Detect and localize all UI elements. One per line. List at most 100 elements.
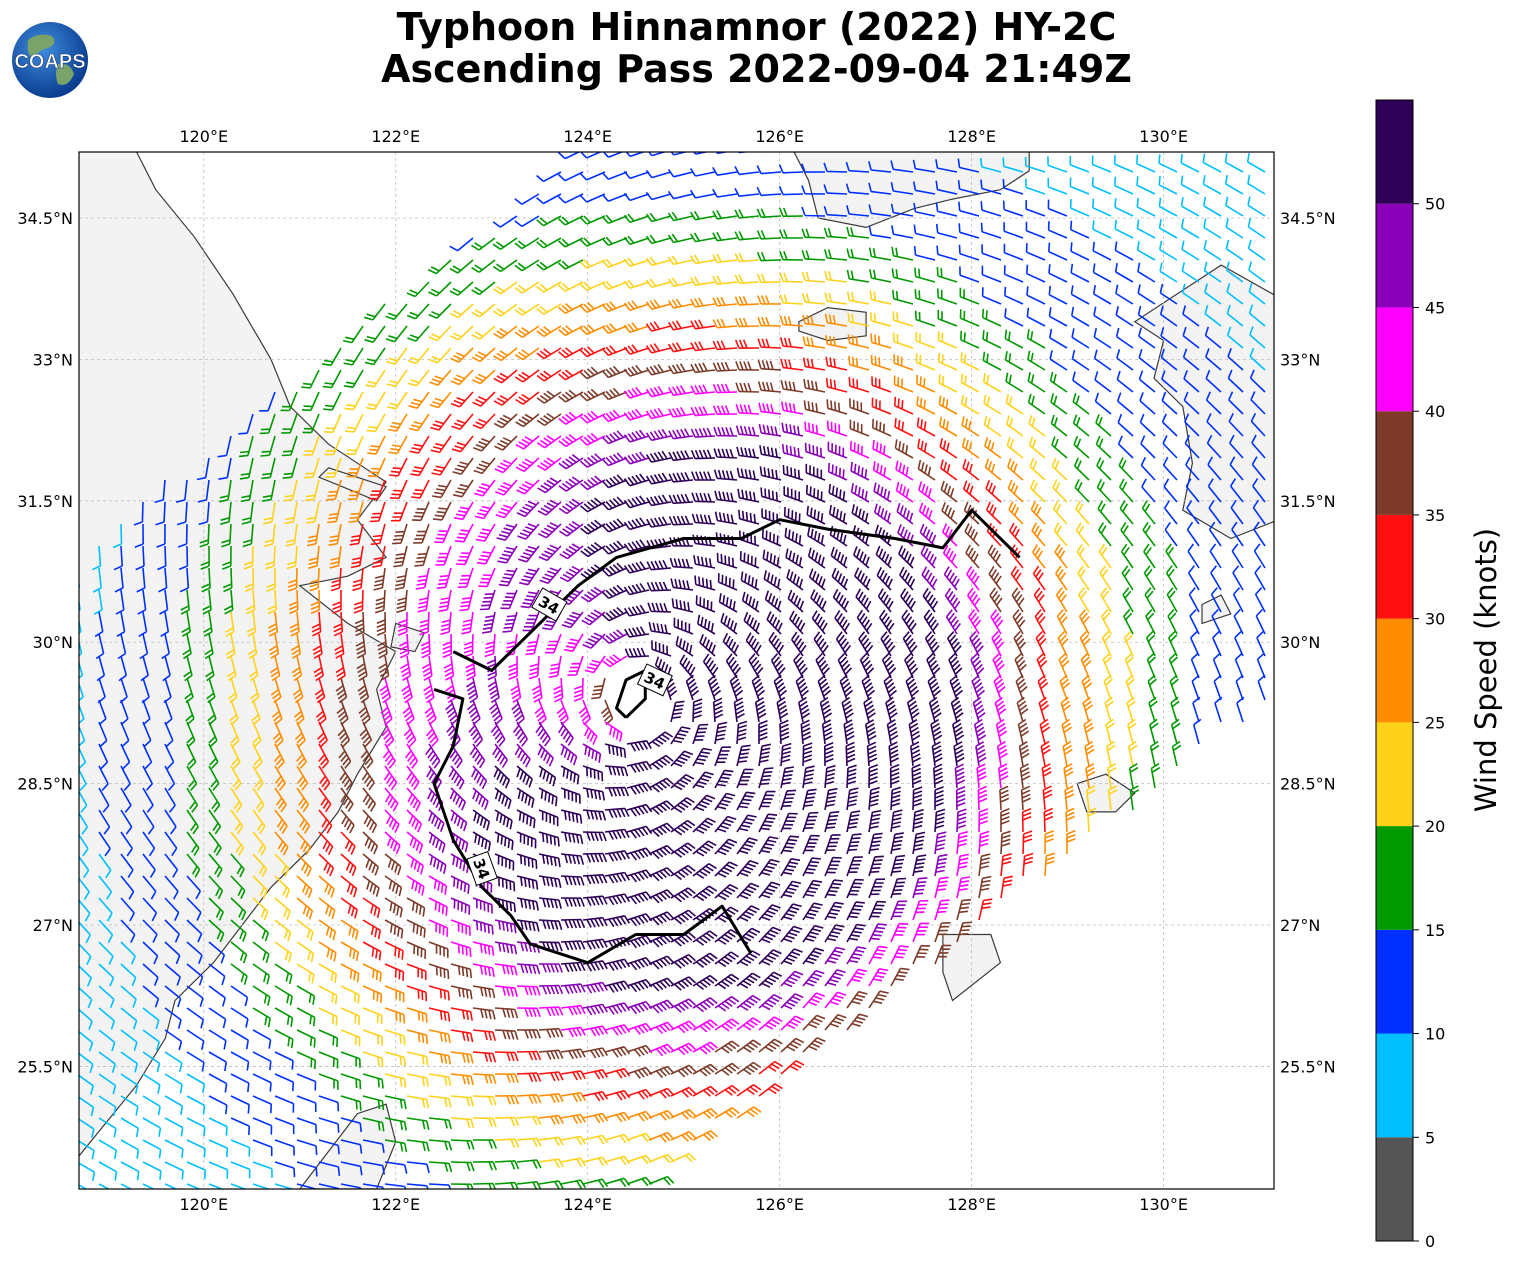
- lat-tick-label-left: 34.5°N: [17, 209, 73, 228]
- wind-barb: [318, 1095, 340, 1112]
- wind-barb: [560, 765, 580, 785]
- wind-barb: [1181, 283, 1200, 305]
- wind-barb: [560, 940, 586, 951]
- wind-barb: [428, 1007, 451, 1022]
- wind-barb: [428, 941, 449, 958]
- wind-barb: [1252, 499, 1266, 525]
- wind-barb: [401, 677, 413, 704]
- wind-barb: [406, 787, 421, 812]
- wind-barb: [942, 544, 958, 569]
- wind-barb: [689, 167, 716, 177]
- wind-barb: [164, 831, 178, 857]
- wind-barb: [582, 721, 598, 745]
- wind-barb: [1225, 261, 1244, 283]
- wind-barb: [938, 352, 958, 371]
- wind-barb: [1143, 543, 1156, 569]
- wind-barb: [582, 632, 606, 649]
- wind-barb: [1123, 608, 1134, 635]
- wind-barb: [344, 391, 364, 411]
- colorbar-tick-label: 0: [1425, 1232, 1435, 1251]
- wind-barb: [985, 480, 1002, 503]
- wind-barb: [456, 545, 474, 566]
- wind-barb: [335, 677, 348, 704]
- wind-barb: [450, 1007, 473, 1021]
- wind-barb: [1137, 284, 1156, 305]
- wind-barb: [252, 985, 271, 1006]
- wind-barb: [859, 652, 875, 679]
- wind-barb: [536, 193, 562, 205]
- landmass: [299, 1103, 397, 1189]
- wind-barb: [827, 441, 848, 459]
- wind-barb: [888, 741, 900, 767]
- wind-barb: [362, 787, 377, 812]
- wind-barb: [429, 369, 452, 386]
- wind-barb: [318, 963, 338, 984]
- wind-barb: [302, 413, 320, 434]
- wind-barb: [512, 721, 528, 747]
- wind-barb: [1028, 436, 1046, 459]
- wind-barb: [626, 957, 653, 971]
- wind-barb: [557, 171, 584, 182]
- wind-barb: [756, 186, 782, 197]
- wind-barb: [79, 1096, 95, 1117]
- wind-barb: [712, 188, 738, 198]
- wind-barb: [648, 822, 675, 838]
- wind-barb: [538, 1071, 564, 1082]
- wind-barb: [514, 325, 540, 339]
- colorbar-tick-label: 30: [1425, 610, 1445, 629]
- wind-barb: [824, 969, 846, 987]
- wind-barb: [648, 1109, 675, 1121]
- wind-barb: [1180, 175, 1200, 195]
- map-frame: [78, 151, 1275, 1190]
- wind-barb: [1225, 218, 1244, 239]
- wind-barb: [626, 935, 653, 949]
- wind-barb: [668, 363, 694, 375]
- wind-barb: [318, 985, 338, 1005]
- wind-barb: [913, 246, 936, 261]
- wind-barb: [846, 269, 870, 283]
- wind-barb: [472, 1007, 496, 1020]
- wind-barb: [604, 786, 630, 797]
- wind-barb: [912, 808, 924, 833]
- wind-barb: [402, 699, 415, 726]
- wind-barb: [222, 567, 233, 593]
- wind-barb: [580, 586, 606, 603]
- wind-barb: [955, 785, 966, 811]
- wind-barb: [1165, 565, 1178, 591]
- wind-barb: [1066, 830, 1076, 855]
- wind-barb: [1078, 609, 1090, 635]
- wind-barb: [981, 244, 1002, 261]
- wind-barb: [428, 919, 449, 937]
- wind-barb: [988, 565, 1002, 591]
- wind-barb: [385, 303, 408, 321]
- wind-barb: [870, 354, 892, 371]
- wind-barb: [558, 476, 584, 492]
- wind-barb: [758, 1060, 783, 1075]
- wind-barb: [1044, 852, 1056, 877]
- wind-barb: [221, 523, 232, 548]
- wind-barb: [1204, 304, 1222, 327]
- wind-barb: [785, 548, 804, 569]
- wind-barb: [1051, 457, 1068, 481]
- wind-barb: [362, 1051, 384, 1068]
- wind-barb: [604, 1002, 631, 1015]
- wind-barb: [934, 922, 951, 943]
- wind-barb: [1145, 630, 1156, 657]
- wind-barb: [142, 1095, 161, 1116]
- wind-barb: [648, 1021, 675, 1035]
- wind-barb: [623, 257, 650, 268]
- wind-barb: [386, 369, 408, 388]
- wind-barb: [1183, 370, 1200, 393]
- wind-barb: [239, 435, 254, 458]
- wind-barb: [984, 437, 1002, 459]
- wind-barb: [1251, 434, 1266, 459]
- wind-barb: [218, 457, 232, 480]
- wind-barb: [734, 187, 760, 197]
- wind-barb: [1254, 565, 1266, 591]
- wind-barb: [252, 1073, 272, 1092]
- wind-barb: [519, 567, 540, 586]
- wind-barb: [350, 545, 364, 569]
- wind-barb: [933, 763, 944, 789]
- lon-tick-label-top: 122°E: [371, 127, 420, 146]
